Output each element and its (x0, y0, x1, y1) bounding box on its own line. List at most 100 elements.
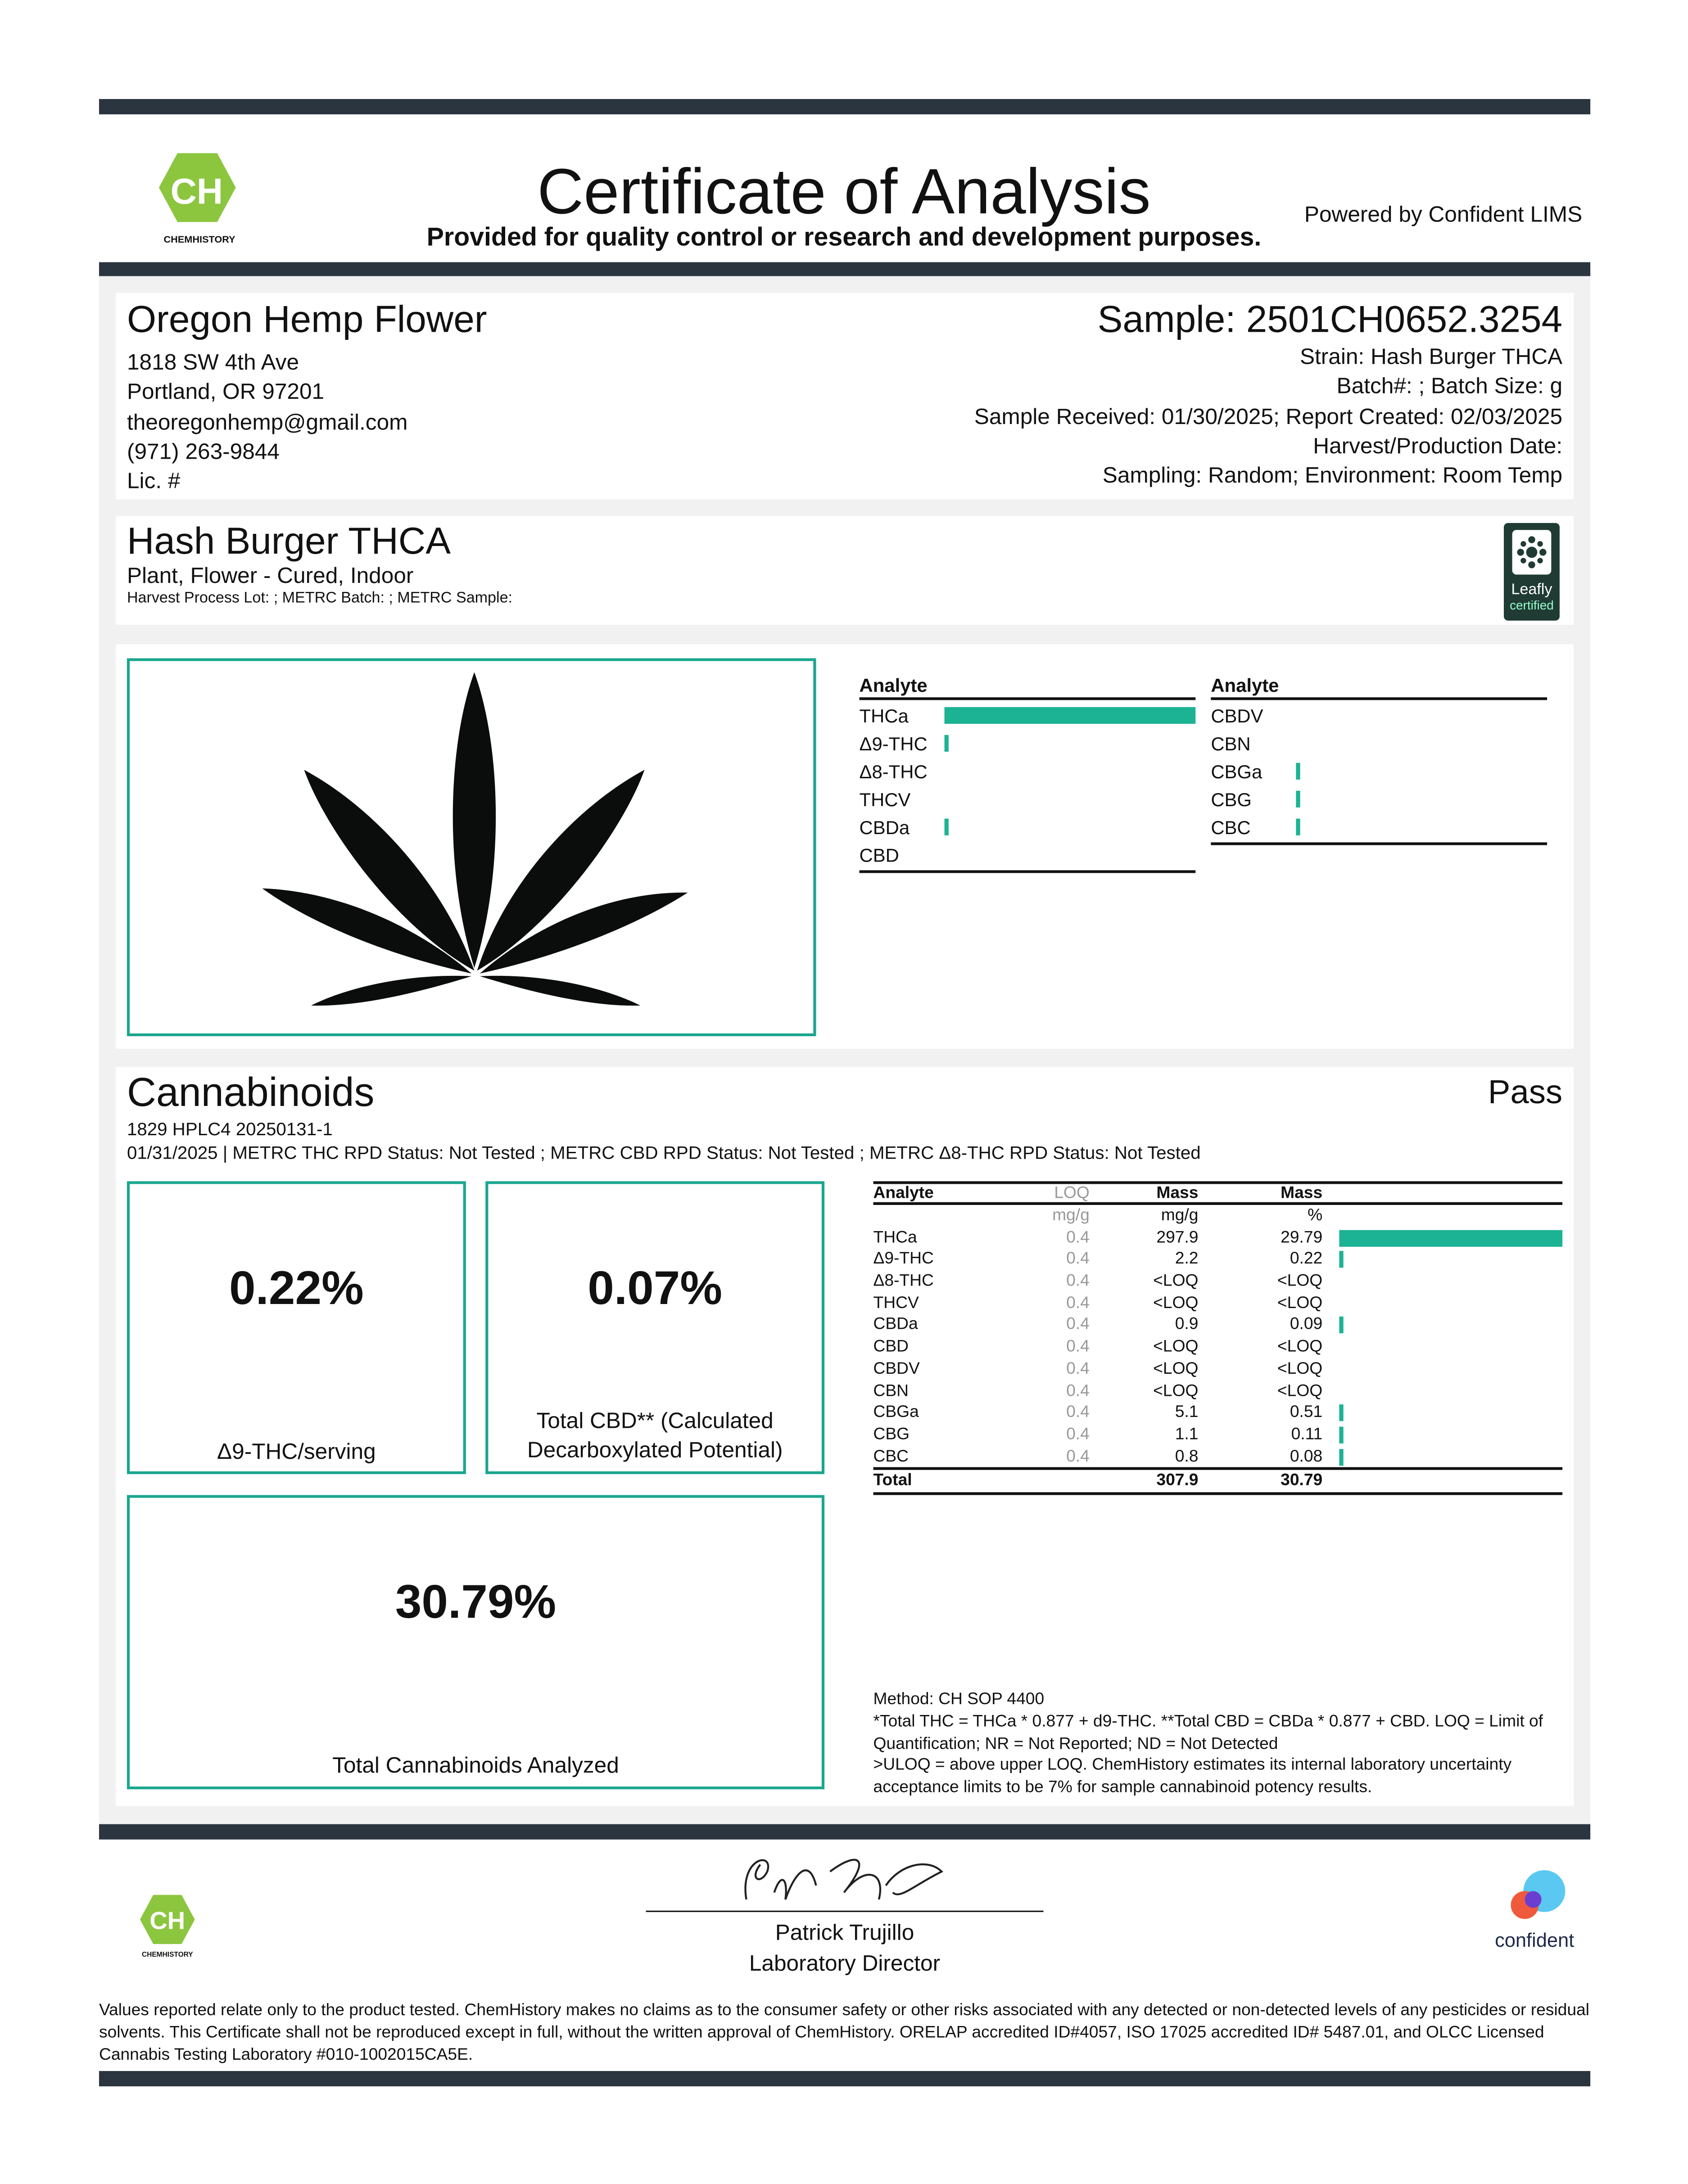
chart-row: CBDa (860, 814, 1196, 842)
mass-mg-value: <LOQ (1153, 1336, 1199, 1356)
chart-row: Δ9-THC (860, 731, 1196, 759)
analyte-name: CBC (873, 1445, 909, 1465)
sample-info: Strain: Hash Burger THCA Batch#: ; Batch… (974, 343, 1562, 492)
cannabis-leaf-image (127, 658, 816, 1037)
logo-name: CHEMHISTORY (141, 1951, 193, 1960)
logo-name: CHEMHISTORY (163, 235, 235, 246)
svg-text:CH: CH (171, 171, 223, 212)
mass-mg-value: 0.8 (1175, 1445, 1199, 1465)
mass-mg-value: 5.1 (1175, 1402, 1199, 1421)
client-city: Portland, OR 97201 (127, 381, 325, 405)
chart-label: CBDa (859, 817, 910, 839)
loq-value: 0.4 (1066, 1402, 1090, 1421)
analyte-name: CBDa (873, 1314, 918, 1334)
mass-mg-value: 297.9 (1156, 1227, 1199, 1246)
chemhistory-footer-logo: CH CHEMHISTORY (138, 1891, 197, 1959)
mass-pct-value: 0.22 (1290, 1249, 1323, 1268)
section-title: Cannabinoids (127, 1071, 375, 1116)
mass-mg-value: <LOQ (1153, 1380, 1199, 1400)
col-analyte: Analyte (873, 1182, 934, 1202)
client-name: Oregon Hemp Flower (127, 298, 487, 340)
analyte-name: THCV (873, 1292, 919, 1312)
analyte-name: Δ8-THC (873, 1270, 934, 1291)
chart-bar (944, 707, 1196, 724)
client-info: 1818 SW 4th Ave Portland, OR 97201 theor… (127, 349, 407, 497)
rpd-status: 01/31/2025 | METRC THC RPD Status: Not T… (127, 1142, 1201, 1163)
table-row: CBN 0.4 <LOQ <LOQ (873, 1380, 1563, 1402)
analyte-name: CBN (873, 1380, 909, 1400)
loq-value: 0.4 (1066, 1358, 1090, 1378)
leafly-leaf-icon (1512, 530, 1552, 575)
badge-line2: certified (1510, 598, 1554, 613)
thc-serving-box: 0.22% Δ9-THC/serving (127, 1181, 466, 1474)
analyte-name: CBDV (873, 1358, 920, 1378)
mass-pct-value: <LOQ (1277, 1292, 1323, 1312)
bottom-bar (99, 2071, 1591, 2087)
chart-row: CBN (1211, 731, 1547, 759)
sample-batch: Batch#: ; Batch Size: g (1336, 375, 1563, 400)
powered-by: Powered by Confident LIMS (1304, 203, 1583, 228)
total-cbd-label: Total CBD** (Calculated Decarboxylated P… (527, 1410, 783, 1463)
loq-value: 0.4 (1066, 1423, 1090, 1444)
client-sample-panel: Oregon Hemp Flower 1818 SW 4th Ave Portl… (116, 293, 1574, 500)
potency-table: Analyte LOQ Mass Mass mg/g mg/g % THCa 0.… (873, 1181, 1563, 1495)
potency-bar (1339, 1317, 1343, 1334)
mass-pct-value: 0.08 (1290, 1445, 1323, 1465)
unit-loq: mg/g (1052, 1205, 1090, 1225)
confident-text: confident (1495, 1928, 1575, 1951)
loq-value: 0.4 (1066, 1445, 1090, 1465)
chart-bottom-rule (1211, 842, 1548, 845)
table-row: CBD 0.4 <LOQ <LOQ (873, 1336, 1563, 1358)
mass-mg-value: 0.9 (1175, 1314, 1199, 1334)
chart-label: Δ8-THC (859, 761, 928, 783)
table-row: THCV 0.4 <LOQ <LOQ (873, 1292, 1563, 1314)
table-header: Analyte LOQ Mass Mass (873, 1181, 1563, 1205)
mass-mg-value: <LOQ (1153, 1270, 1199, 1291)
hexagon-logo-icon: CH (140, 1895, 195, 1944)
definitions-note: *Total THC = THCa * 0.877 + d9-THC. **To… (873, 1710, 1543, 1753)
table-row: CBG 0.4 1.1 0.11 (873, 1424, 1563, 1446)
mass-mg-value: <LOQ (1153, 1358, 1199, 1378)
chart-row: Δ8-THC (860, 758, 1196, 786)
chart-bar (944, 735, 948, 752)
chart-row: CBDV (1211, 703, 1547, 731)
sample-id: Sample: 2501CH0652.3254 (1097, 298, 1563, 340)
analyte-chart-left: Analyte THCa Δ9-THC Δ8-THC THCV CBDa CBD (859, 675, 1196, 873)
table-row: CBGa 0.4 5.1 0.51 (873, 1402, 1563, 1424)
mass-pct-value: <LOQ (1277, 1358, 1323, 1378)
col-loq: LOQ (1054, 1182, 1090, 1202)
chart-header: Analyte (859, 675, 1196, 700)
table-row: Δ9-THC 0.4 2.2 0.22 (873, 1249, 1563, 1271)
chart-label: Δ9-THC (859, 733, 928, 755)
total-cbd-value: 0.07% (588, 1262, 722, 1315)
chart-header: Analyte (1211, 675, 1548, 700)
disclaimer: Values reported relate only to the produ… (99, 1999, 1589, 2064)
potency-bar (1339, 1229, 1563, 1246)
mass-pct-value: 29.79 (1281, 1227, 1323, 1246)
analyte-name: THCa (873, 1227, 917, 1246)
chart-label: THCV (859, 789, 911, 811)
mass-pct-value: <LOQ (1277, 1270, 1323, 1291)
leafly-certified-badge: Leafly certified (1503, 523, 1560, 621)
analyte-name: CBG (873, 1423, 910, 1444)
page-title: Certificate of Analysis (537, 154, 1151, 228)
table-row: THCa 0.4 297.9 29.79 (873, 1227, 1563, 1249)
chart-bottom-rule (859, 870, 1196, 873)
table-row: CBDV 0.4 <LOQ <LOQ (873, 1358, 1563, 1380)
top-bar (99, 99, 1591, 115)
potency-bar (1339, 1404, 1343, 1421)
client-license: Lic. # (127, 470, 181, 494)
chart-row: THCa (860, 703, 1196, 731)
chart-label: CBN (1211, 733, 1251, 755)
sample-dates: Sample Received: 01/30/2025; Report Crea… (974, 405, 1563, 429)
table-units: mg/g mg/g % (873, 1205, 1563, 1227)
hexagon-logo-icon: CH (158, 153, 236, 222)
loq-value: 0.4 (1066, 1380, 1090, 1400)
unit-mass-pct: % (1308, 1205, 1323, 1225)
col-mass-mg: Mass (1156, 1182, 1199, 1202)
method-note: Method: CH SOP 4400 (873, 1689, 1045, 1709)
mass-pct-value: <LOQ (1277, 1336, 1323, 1356)
signature-image (744, 1859, 944, 1900)
footer-bar (99, 1824, 1591, 1840)
